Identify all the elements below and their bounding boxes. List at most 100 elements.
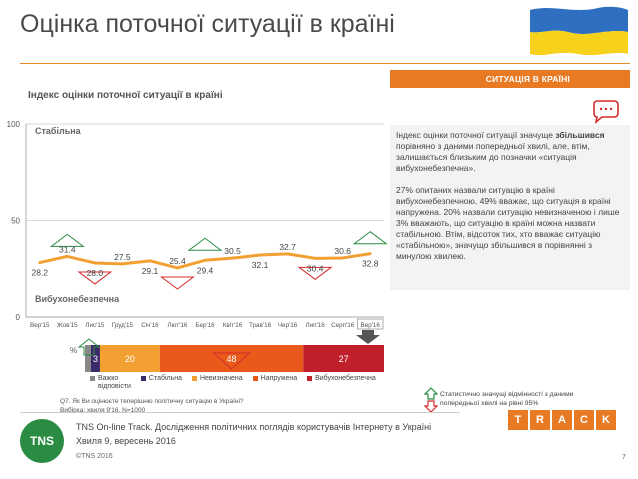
speech-bubble-icon: [593, 100, 619, 124]
wave-pointer-arrow: [356, 330, 380, 344]
legend-swatch: [191, 375, 197, 381]
legend-item-explosive: Вибухонебезпечна: [307, 375, 376, 382]
zone-bottom-label: Вибухонебезпечна: [35, 294, 120, 304]
x-tick-label: Вер'15: [30, 322, 50, 329]
legend-swatch: [140, 375, 146, 381]
bar-unit-label: %: [70, 346, 78, 355]
footer-copyright: ©TNS 2016: [76, 453, 113, 460]
section-badge: СИТУАЦІЯ В КРАЇНІ: [390, 70, 630, 88]
data-point: [258, 253, 262, 257]
data-point: [341, 256, 345, 260]
question-text: Q7. Як Ви оцінюєте теперішню політичну с…: [60, 398, 244, 415]
tns-logo: TNS: [20, 419, 64, 463]
x-tick-label: Вер'16: [361, 322, 381, 329]
x-tick-label: Лис'15: [85, 322, 105, 329]
sig-up-marker: [187, 237, 223, 251]
x-tick-label: Бер'16: [195, 322, 215, 329]
footer-divider: [20, 412, 460, 413]
x-tick-label: Квіт'16: [223, 321, 243, 329]
legend-swatch: [307, 375, 313, 381]
data-point: [38, 261, 42, 264]
bar-segment-label: 27: [339, 354, 349, 364]
footer-study-title: TNS On-line Track. Дослідження політични…: [76, 422, 432, 432]
legend-item-uncertain: Невизначена: [191, 375, 243, 382]
x-tick-label: Серп'16: [331, 322, 355, 329]
y-tick-label: 50: [11, 217, 20, 226]
data-point: [286, 252, 290, 256]
data-point: [231, 256, 234, 260]
data-label: 32.8: [362, 259, 379, 269]
data-label: 28.0: [87, 268, 104, 278]
legend-dk-line2: відповісти: [98, 383, 131, 390]
legend-item-stable: Стабільна: [140, 375, 183, 382]
data-point: [93, 261, 97, 265]
x-tick-label: Лют'16: [168, 322, 188, 329]
title-divider: [20, 63, 630, 64]
slide-title: Оцінка поточної ситуації в країні: [20, 10, 395, 38]
page-number: 7: [622, 454, 626, 461]
legend-item-tense: Напружена: [252, 375, 298, 382]
track-letter-a: A: [552, 410, 572, 430]
bar-segment-label: 3: [93, 354, 98, 364]
bar-segment: [99, 345, 160, 372]
data-label: 30.4: [307, 263, 324, 273]
legend-label-stable: Стабільна: [148, 375, 183, 382]
sig-down-marker: [77, 271, 113, 285]
track-letter-k: K: [596, 410, 616, 430]
legend-dk-line1: Важко: [98, 375, 119, 382]
index-line-chart: 0 50 100 Стабільна Вибухонебезпечна Вер'15 Жов…: [7, 120, 388, 330]
data-label: 29.1: [142, 266, 159, 276]
significance-note: Статистично значущі відмінності з даними…: [440, 391, 574, 407]
sig-down-marker: [212, 352, 251, 370]
zone-top-label: Стабільна: [35, 126, 82, 136]
data-label: 32.1: [252, 260, 269, 270]
legend-swatch: [252, 375, 258, 381]
x-tick-label: Груд'15: [112, 322, 134, 329]
sig-up-marker: [77, 338, 101, 356]
x-tick-label: Лип'16: [306, 322, 326, 329]
chart-title: Індекс оцінки поточної ситуації в країні: [28, 90, 223, 101]
y-tick-label: 0: [16, 313, 21, 322]
data-point: [65, 254, 69, 258]
legend-label-uncertain: Невизначена: [199, 375, 243, 382]
legend-label-tense: Напружена: [260, 375, 298, 382]
commentary-paragraph-1: Індекс оцінки поточної ситуації значуще …: [396, 130, 628, 174]
legend-label-dont-know: Важко відповісти: [98, 375, 131, 391]
commentary-panel: [390, 125, 630, 290]
commentary-p1-end: порівняно з даними попередньої хвилі, ал…: [396, 141, 590, 173]
sig-up-marker: [49, 233, 85, 247]
data-point: [148, 259, 152, 263]
data-point: [176, 266, 179, 270]
commentary-p1-bold: збільшився: [555, 130, 605, 140]
sig-down-marker: [297, 266, 333, 280]
x-tick-highlight: [357, 318, 384, 330]
track-letter-c: C: [574, 410, 594, 430]
bar-segment: [90, 345, 100, 372]
data-label: 32.7: [279, 242, 296, 252]
bar-segment: [159, 345, 304, 372]
data-point: [368, 252, 372, 256]
data-label: 28.2: [31, 268, 48, 278]
legend-item-dont-know: Важко відповісти: [90, 375, 131, 391]
commentary-text: Індекс оцінки поточної ситуації значуще …: [396, 130, 628, 273]
data-label: 27.5: [114, 252, 131, 262]
significance-arrows-icon: [424, 387, 438, 413]
bar-segment-label: 48: [227, 354, 237, 364]
data-label: 31.4: [59, 244, 76, 254]
sample-line: Вибірка: хвиля 9'16, N=1000: [60, 406, 146, 414]
bar-segment-label: 20: [125, 354, 135, 364]
bar-segment: [85, 345, 91, 372]
data-label: 25.4: [169, 256, 186, 266]
bar-legend: Важко відповісти Стабільна Невизначена На…: [90, 375, 384, 391]
data-point: [313, 256, 317, 260]
x-tick-label: Чер'16: [278, 322, 298, 329]
bar-segment: [303, 345, 384, 372]
x-tick-label: Трав'16: [249, 322, 272, 329]
track-letter-t: T: [508, 410, 528, 430]
x-tick-label: Жов'15: [57, 322, 78, 329]
y-tick-label: 100: [7, 120, 21, 129]
x-tick-label: Січ'16: [141, 321, 159, 329]
legend-swatch: [90, 375, 95, 381]
footer-wave: Хвиля 9, вересень 2016: [76, 436, 176, 446]
